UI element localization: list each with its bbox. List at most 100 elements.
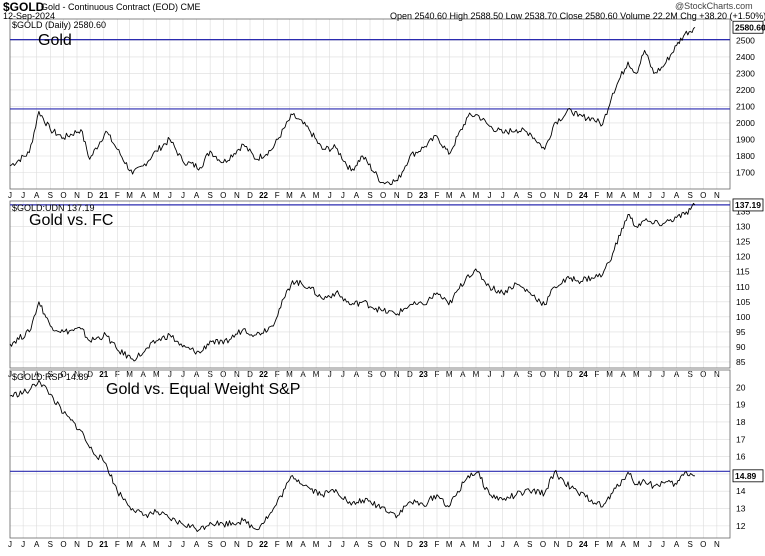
y-tick-label: 130 [736, 222, 750, 232]
x-tick-label: M [446, 540, 453, 549]
x-tick-label: A [460, 540, 466, 549]
y-tick-label: 1700 [736, 167, 755, 177]
x-tick-label: M [606, 540, 613, 549]
chart-date: 12-Sep-2024 [3, 11, 56, 21]
x-tick-label: A [674, 191, 680, 200]
y-tick-label: 100 [736, 312, 750, 322]
panel-border [9, 369, 731, 539]
price-line [9, 202, 696, 362]
x-tick-label: S [367, 191, 372, 200]
panel3-title: Gold vs. Equal Weight S&P [106, 381, 301, 398]
x-tick-label: S [207, 540, 212, 549]
y-tick-label: 18 [736, 417, 746, 427]
x-tick-label: A [34, 370, 40, 379]
x-tick-label: A [460, 370, 466, 379]
y-tick-label: 1900 [736, 134, 755, 144]
x-tick-label: A [194, 191, 200, 200]
x-tick-label: N [74, 540, 80, 549]
y-tick-label: 20 [736, 382, 746, 392]
x-tick-label: M [313, 540, 320, 549]
x-tick-label: F [594, 540, 599, 549]
x-tick-label: M [606, 191, 613, 200]
x-tick-label: N [554, 540, 560, 549]
panel1-label: $GOLD (Daily) 2580.60 [12, 20, 107, 30]
x-tick-label: 24 [579, 191, 588, 200]
y-tick-label: 2200 [736, 85, 755, 95]
x-tick-label: M [633, 191, 640, 200]
panel-border [9, 18, 731, 190]
x-tick-label: J [21, 191, 25, 200]
last-value-label: 2580.60 [735, 22, 765, 32]
x-tick-label: M [473, 191, 480, 200]
y-tick-label: 85 [736, 357, 746, 367]
x-tick-label: M [286, 540, 293, 549]
panel-border [9, 200, 731, 369]
x-tick-label: O [60, 540, 66, 549]
x-tick-label: N [714, 191, 720, 200]
x-tick-label: M [126, 540, 133, 549]
y-tick-label: 2100 [736, 101, 755, 111]
y-tick-label: 135 [736, 207, 750, 217]
x-tick-label: D [247, 191, 253, 200]
x-tick-label: S [367, 540, 372, 549]
y-tick-label: 110 [736, 282, 750, 292]
x-tick-label: F [115, 191, 120, 200]
x-tick-label: D [247, 540, 253, 549]
x-tick-label: J [341, 540, 345, 549]
x-tick-label: J [341, 191, 345, 200]
stockcharts-logo: @StockCharts.com [675, 1, 753, 11]
x-tick-label: N [554, 191, 560, 200]
panel-1: 1700 1800 1900 2000 2100 2200 2300 2400 2500 2580… [8, 18, 765, 200]
x-tick-label: N [394, 191, 400, 200]
x-tick-label: F [275, 191, 280, 200]
quote-summary: Open 2540.60 High 2588.50 Low 2538.70 Cl… [390, 11, 765, 21]
y-tick-label: 2300 [736, 68, 755, 78]
x-tick-label: 21 [99, 191, 108, 200]
y-tick-label: 95 [736, 327, 746, 337]
last-value-box [732, 20, 764, 34]
x-tick-label: A [194, 370, 200, 379]
x-tick-label: A [354, 540, 360, 549]
x-tick-label: N [234, 191, 240, 200]
x-tick-label: S [687, 191, 692, 200]
x-tick-label: S [48, 191, 53, 200]
x-tick-label: 22 [259, 540, 268, 549]
x-tick-label: A [620, 191, 626, 200]
panel2-title: Gold vs. FC [29, 212, 114, 229]
last-value-label: 137.19 [735, 200, 761, 210]
y-tick-label: 90 [736, 342, 746, 352]
panel3-label: $GOLD:RSP 14.89 [12, 372, 89, 382]
x-tick-label: J [181, 191, 185, 200]
x-tick-label: N [74, 191, 80, 200]
x-tick-label: F [115, 540, 120, 549]
x-tick-label: A [354, 370, 360, 379]
x-tick-label: D [567, 191, 573, 200]
x-tick-label: O [700, 540, 706, 549]
ticker-description: Gold - Continuous Contract (EOD) CME [41, 2, 201, 12]
y-tick-label: 19 [736, 400, 746, 410]
x-tick-label: J [661, 191, 665, 200]
x-tick-label: 24 [579, 540, 588, 549]
x-tick-label: J [661, 540, 665, 549]
x-tick-label: A [620, 370, 626, 379]
x-tick-label: O [700, 191, 706, 200]
x-tick-label: D [87, 540, 93, 549]
x-tick-label: A [300, 540, 306, 549]
x-tick-label: S [527, 540, 532, 549]
x-tick-label: O [60, 191, 66, 200]
x-tick-label: A [674, 370, 680, 379]
x-tick-label: D [407, 191, 413, 200]
x-tick-label: F [435, 191, 440, 200]
x-tick-label: F [275, 540, 280, 549]
x-tick-label: J [168, 191, 172, 200]
y-tick-label: 105 [736, 297, 750, 307]
x-tick-label: 22 [259, 191, 268, 200]
x-tick-label: A [140, 370, 146, 379]
x-tick-label: D [87, 191, 93, 200]
x-tick-label: F [594, 191, 599, 200]
y-tick-label: 13 [736, 504, 746, 514]
y-tick-label: 16 [736, 452, 746, 462]
x-tick-label: S [527, 191, 532, 200]
x-tick-label: 23 [419, 540, 428, 549]
x-tick-label: J [328, 540, 332, 549]
